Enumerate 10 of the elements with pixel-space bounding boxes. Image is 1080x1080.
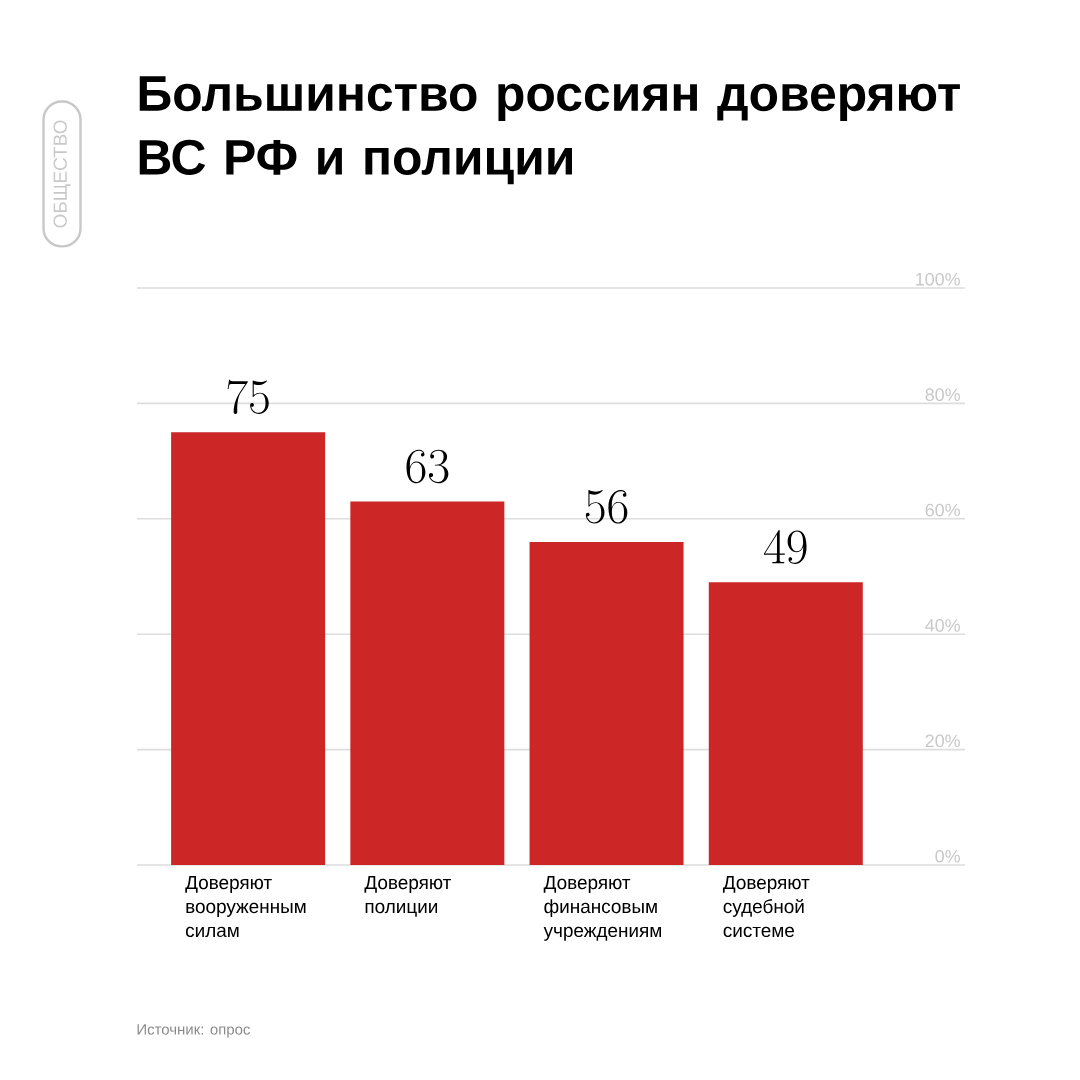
x-tick-label: Доверяют полиции	[364, 876, 451, 917]
data-label: 75	[227, 379, 269, 414]
x-tick-label: Доверяют судебной системе	[722, 876, 810, 938]
chart-title: Большинство россиян доверяют ВС РФ и полиции	[139, 76, 960, 185]
x-tick-label: Доверяют финансовым учреждениям	[543, 876, 661, 941]
x-tick-label: Доверяют вооруженным силам	[185, 876, 306, 938]
data-label: 49	[764, 530, 807, 565]
data-label: 63	[406, 449, 449, 484]
text: Источник: опрос	[137, 1024, 250, 1038]
data-label: 56	[585, 490, 628, 524]
